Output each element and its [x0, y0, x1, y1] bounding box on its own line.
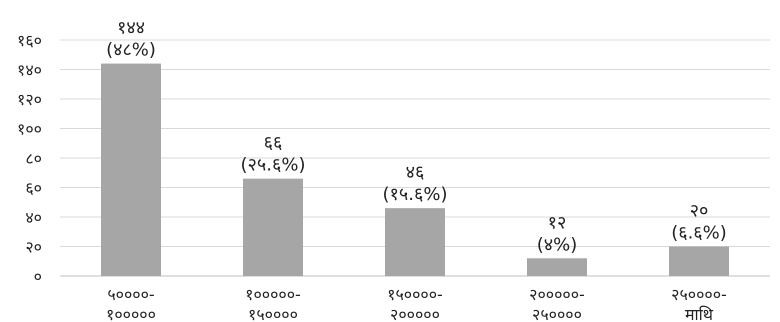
- x-category-label: १५००००: [248, 305, 298, 322]
- x-category-label: २०००००: [390, 305, 440, 322]
- y-tick-label: २०: [25, 238, 42, 257]
- data-label: (४८%): [106, 40, 156, 61]
- bar: [101, 63, 161, 276]
- data-label: ६६: [264, 133, 283, 154]
- data-label: १२: [548, 212, 567, 233]
- x-category-label: ५००००-: [107, 285, 154, 304]
- gridlines: [60, 39, 770, 277]
- y-axis-ticks: ० २० ४० ६० ८० १०० १२० १४० १६०: [17, 31, 42, 286]
- data-label: (६.६%): [671, 223, 727, 244]
- y-tick-label: ४०: [25, 208, 42, 227]
- y-tick-label: ८०: [25, 149, 42, 168]
- y-tick-label: ६०: [25, 179, 42, 198]
- bar: [527, 258, 587, 276]
- y-tick-label: १००: [17, 120, 42, 139]
- y-tick-label: १६०: [17, 31, 42, 50]
- data-labels: १४४(४८%) ६६(२५.६%) ४६(१५.६%) १२(४%) २०(६.६%): [106, 18, 727, 256]
- y-tick-label: ०: [34, 267, 42, 286]
- data-label: (२५.६%): [241, 155, 306, 176]
- bars: [101, 63, 729, 276]
- data-label: ४६: [406, 162, 425, 183]
- y-tick-label: १२०: [17, 90, 42, 109]
- bar: [243, 178, 303, 276]
- x-axis-categories: ५००००-१००००० १०००००-१५०००० १५००००-२००००० २०…: [106, 285, 727, 322]
- x-category-label: २०००००-: [529, 285, 585, 304]
- x-category-label: १०००००-: [245, 285, 301, 304]
- data-label: २०: [690, 201, 709, 222]
- bar: [385, 208, 445, 276]
- x-category-label: माथि: [685, 305, 714, 322]
- y-tick-label: १४०: [17, 61, 42, 80]
- x-category-label: २५००००: [532, 305, 582, 322]
- x-category-label: १०००००: [106, 305, 156, 322]
- data-label: (४%): [537, 234, 578, 255]
- x-category-label: १५००००-: [387, 285, 443, 304]
- bar: [669, 246, 729, 276]
- data-label: (१५.६%): [383, 184, 448, 205]
- x-category-label: २५००००-: [671, 285, 727, 304]
- data-label: १४४: [117, 18, 145, 39]
